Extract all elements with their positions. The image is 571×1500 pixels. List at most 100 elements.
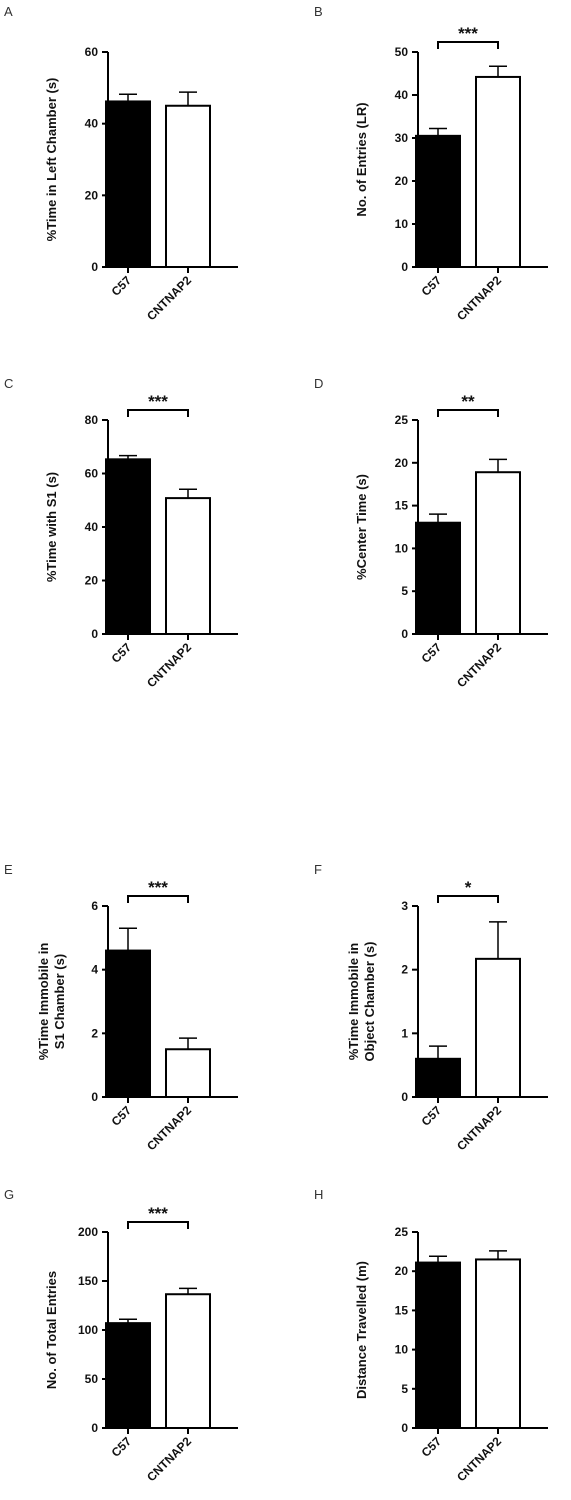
panel-letter: H xyxy=(314,1187,323,1202)
y-tick-label: 10 xyxy=(395,1343,409,1357)
y-tick-label: 25 xyxy=(395,1225,409,1239)
panel-f: F 0 1 2 3 %Time Immobile in Object Chamber (s)… xyxy=(314,862,548,1153)
y-tick-label: 15 xyxy=(395,499,409,513)
significance-bracket xyxy=(127,409,189,417)
y-axis-title: No. of Total Entries xyxy=(44,1271,59,1389)
y-tick-label: 50 xyxy=(85,1372,99,1386)
significance-label: *** xyxy=(148,1204,168,1223)
y-tick-label: 0 xyxy=(401,627,408,641)
y-axis-title: Object Chamber (s) xyxy=(362,942,377,1062)
bar-cntnap2 xyxy=(165,1048,211,1098)
y-tick-label: 40 xyxy=(395,88,409,102)
y-tick-label: 10 xyxy=(395,217,409,231)
panel-d: D 0 5 10 15 20 25 %Center Time (s) C57 CNTNAP2 ** xyxy=(314,376,548,690)
significance-label: *** xyxy=(148,392,168,411)
y-tick-label: 20 xyxy=(395,456,409,470)
y-tick-label: 4 xyxy=(91,963,98,977)
y-tick-label: 0 xyxy=(91,260,98,274)
bar-c57 xyxy=(415,1057,461,1099)
significance-label: * xyxy=(465,878,472,897)
y-tick-label: 60 xyxy=(85,467,99,481)
significance-bracket xyxy=(437,409,499,417)
panel-b: B 0 10 20 30 40 50 No. of Entries (LR) C57 CNTNAP… xyxy=(314,4,548,323)
panel-e: E 0 2 4 6 %Time Immobile in S1 Chamber (s) C57 C… xyxy=(4,862,238,1153)
y-tick-label: 5 xyxy=(401,584,408,598)
y-tick-label: 0 xyxy=(91,627,98,641)
bar-cntnap2 xyxy=(475,1258,521,1429)
panel-letter: D xyxy=(314,376,323,391)
bar-c57 xyxy=(105,949,151,1098)
category-label: CNTNAP2 xyxy=(454,273,504,323)
bar-c57 xyxy=(415,134,461,268)
y-tick-label: 150 xyxy=(78,1274,98,1288)
bar-cntnap2 xyxy=(165,497,211,635)
y-tick-label: 50 xyxy=(395,45,409,59)
panel-letter: C xyxy=(4,376,13,391)
category-label: C57 xyxy=(109,273,135,299)
panel-letter: B xyxy=(314,4,323,19)
category-label: C57 xyxy=(419,1434,445,1460)
y-axis-title: Distance Travelled (m) xyxy=(354,1261,369,1399)
y-axis-title: %Time Immobile in xyxy=(346,943,361,1061)
y-tick-label: 80 xyxy=(85,413,99,427)
bar-c57 xyxy=(105,458,151,636)
y-tick-label: 20 xyxy=(395,174,409,188)
significance-label: ** xyxy=(461,392,475,411)
y-tick-label: 30 xyxy=(395,131,409,145)
category-label: CNTNAP2 xyxy=(144,1103,194,1153)
panel-a: A 0 20 40 60 %Time in Left Chamber (s) C57 CNTN… xyxy=(4,4,238,323)
category-label: C57 xyxy=(419,1103,445,1129)
y-tick-label: 20 xyxy=(85,188,99,202)
significance-bracket xyxy=(437,41,499,49)
y-tick-label: 15 xyxy=(395,1303,409,1317)
y-tick-label: 1 xyxy=(401,1026,408,1040)
panel-h: H 0 5 10 15 20 25 Distance Travelled (m) C57 CNTN… xyxy=(314,1187,548,1484)
bar-c57 xyxy=(415,521,461,635)
y-tick-label: 2 xyxy=(401,963,408,977)
y-tick-label: 20 xyxy=(85,574,99,588)
y-tick-label: 2 xyxy=(91,1026,98,1040)
bar-c57 xyxy=(105,100,151,268)
y-axis-title: %Time with S1 (s) xyxy=(44,472,59,582)
y-tick-label: 0 xyxy=(401,1421,408,1435)
category-label: C57 xyxy=(109,1434,135,1460)
category-label: CNTNAP2 xyxy=(454,1434,504,1484)
panel-letter: F xyxy=(314,862,322,877)
bar-cntnap2 xyxy=(475,75,521,268)
y-tick-label: 0 xyxy=(91,1090,98,1104)
y-tick-label: 20 xyxy=(395,1264,409,1278)
y-tick-label: 200 xyxy=(78,1225,98,1239)
category-label: C57 xyxy=(419,273,445,299)
significance-bracket xyxy=(127,1221,189,1229)
y-axis-title: %Time Immobile in xyxy=(36,943,51,1061)
bar-c57 xyxy=(105,1322,151,1430)
y-tick-label: 60 xyxy=(85,45,99,59)
category-label: C57 xyxy=(109,1103,135,1129)
y-tick-label: 0 xyxy=(401,1090,408,1104)
category-label: CNTNAP2 xyxy=(144,640,194,690)
y-tick-label: 5 xyxy=(401,1382,408,1396)
y-axis-title: %Center Time (s) xyxy=(354,474,369,580)
category-label: CNTNAP2 xyxy=(144,1434,194,1484)
y-tick-label: 100 xyxy=(78,1323,98,1337)
category-label: C57 xyxy=(109,640,135,666)
bar-c57 xyxy=(415,1261,461,1430)
y-tick-label: 40 xyxy=(85,117,99,131)
y-axis-title: %Time in Left Chamber (s) xyxy=(44,78,59,242)
y-tick-label: 0 xyxy=(401,260,408,274)
significance-label: *** xyxy=(458,24,478,43)
y-tick-label: 25 xyxy=(395,413,409,427)
y-axis-title: No. of Entries (LR) xyxy=(354,102,369,216)
y-axis-title: S1 Chamber (s) xyxy=(52,954,67,1049)
y-tick-label: 10 xyxy=(395,541,409,555)
panel-letter: G xyxy=(4,1187,14,1202)
category-label: C57 xyxy=(419,640,445,666)
category-label: CNTNAP2 xyxy=(454,1103,504,1153)
panel-letter: E xyxy=(4,862,13,877)
bar-cntnap2 xyxy=(475,471,521,635)
panel-letter: A xyxy=(4,4,13,19)
panel-g: G 0 50 100 150 200 No. of Total Entries C57 CNTN… xyxy=(4,1187,238,1484)
panel-c: C 0 20 40 60 80 %Time with S1 (s) C57 CNTNAP2 *** xyxy=(4,376,238,690)
y-tick-label: 0 xyxy=(91,1421,98,1435)
y-tick-label: 6 xyxy=(91,899,98,913)
